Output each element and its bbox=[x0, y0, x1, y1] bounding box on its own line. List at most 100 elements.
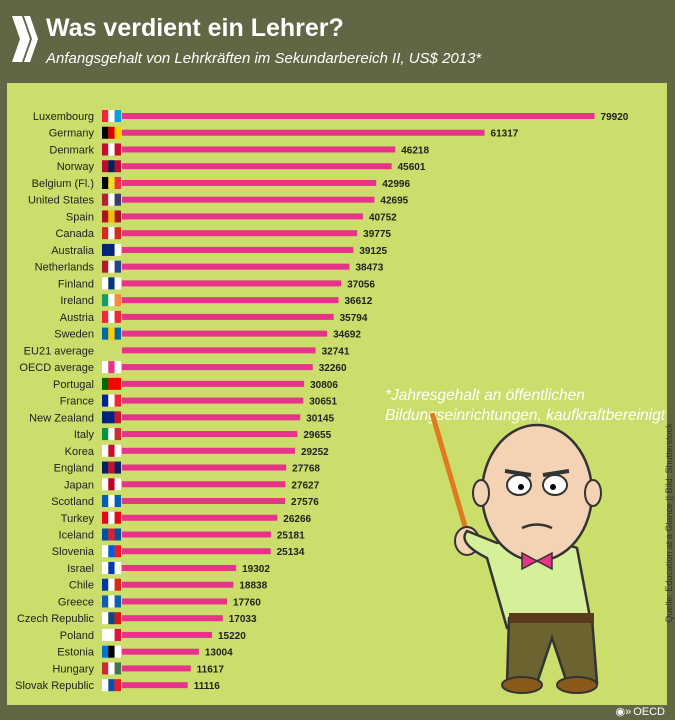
category-label: OECD average bbox=[19, 362, 94, 374]
flag-icon-stripe bbox=[108, 176, 115, 189]
source-note: Quelle: Education at a Glance || Bild: S… bbox=[664, 423, 674, 623]
flag-icon-stripe bbox=[114, 394, 121, 407]
flag-icon-stripe bbox=[108, 110, 115, 122]
flag-icon-stripe bbox=[108, 578, 115, 591]
flag-icon-stripe bbox=[114, 679, 121, 692]
category-label: Luxembourg bbox=[33, 111, 94, 123]
value-label: 30806 bbox=[310, 380, 338, 391]
flag-icon-stripe bbox=[102, 595, 109, 608]
category-label: Korea bbox=[65, 446, 95, 458]
bar bbox=[122, 648, 199, 655]
bar bbox=[122, 380, 305, 387]
bar bbox=[122, 230, 358, 237]
value-label: 25181 bbox=[277, 531, 305, 542]
value-label: 25134 bbox=[277, 547, 305, 558]
value-label: 27627 bbox=[291, 480, 319, 491]
value-label: 42695 bbox=[380, 196, 408, 207]
flag-icon-stripe bbox=[102, 361, 109, 374]
flag-icon-stripe bbox=[102, 110, 109, 122]
bar bbox=[122, 364, 313, 371]
value-label: 32741 bbox=[322, 346, 350, 357]
flag-icon-stripe bbox=[108, 294, 115, 307]
flag-icon-stripe bbox=[114, 428, 121, 441]
value-label: 29252 bbox=[301, 447, 329, 458]
category-label: Chile bbox=[69, 580, 94, 592]
category-label: Slovak Republic bbox=[15, 680, 94, 692]
flag-icon-stripe bbox=[114, 277, 121, 290]
category-label: United States bbox=[28, 195, 95, 207]
bar bbox=[122, 397, 304, 404]
flag-icon-stripe bbox=[114, 662, 121, 675]
flag-icon-stripe bbox=[102, 327, 109, 340]
value-label: 13004 bbox=[205, 648, 233, 659]
flag-icon-stripe bbox=[108, 227, 115, 240]
flag-icon-stripe bbox=[108, 260, 115, 273]
oecd-chevrons-icon bbox=[12, 16, 38, 62]
flag-icon-stripe bbox=[114, 411, 121, 424]
bar bbox=[122, 414, 301, 421]
bar bbox=[122, 347, 316, 354]
flag-icon-stripe bbox=[102, 428, 109, 441]
flag-icon-stripe bbox=[114, 595, 121, 608]
category-label: Japan bbox=[64, 479, 94, 491]
category-label: New Zealand bbox=[29, 412, 94, 424]
value-label: 17033 bbox=[229, 614, 257, 625]
flag-icon-stripe bbox=[108, 327, 115, 340]
flag-icon-stripe bbox=[114, 461, 121, 474]
flag-icon-stripe bbox=[108, 210, 115, 223]
category-label: France bbox=[60, 396, 94, 408]
category-label: Italy bbox=[74, 429, 95, 441]
bar bbox=[122, 514, 278, 521]
flag-icon-stripe bbox=[114, 310, 121, 323]
bar bbox=[122, 431, 298, 438]
flag-icon-stripe bbox=[108, 310, 115, 323]
flag-icon-stripe bbox=[108, 561, 115, 574]
value-label: 11617 bbox=[197, 664, 225, 675]
flag-icon-stripe bbox=[102, 495, 109, 508]
flag-icon-stripe bbox=[102, 294, 109, 307]
flag-icon-stripe bbox=[102, 461, 109, 474]
value-label: 34692 bbox=[333, 330, 361, 341]
category-label: EU21 average bbox=[24, 345, 94, 357]
flag-icon-stripe bbox=[102, 444, 109, 457]
bar bbox=[122, 179, 377, 186]
category-label: Denmark bbox=[49, 144, 94, 156]
value-label: 11116 bbox=[194, 681, 221, 692]
flag-icon-stripe bbox=[108, 277, 115, 290]
flag-icon-stripe bbox=[102, 277, 109, 290]
flag-icon-stripe bbox=[102, 310, 109, 323]
category-label: Sweden bbox=[54, 329, 94, 341]
flag-icon-stripe bbox=[102, 561, 109, 574]
flag-icon-stripe bbox=[102, 143, 109, 156]
category-label: Netherlands bbox=[35, 262, 95, 274]
category-label: Poland bbox=[60, 630, 94, 642]
category-label: Israel bbox=[67, 563, 94, 575]
flag-icon-stripe bbox=[108, 361, 115, 374]
value-label: 36612 bbox=[344, 296, 372, 307]
flag-icon-stripe bbox=[108, 478, 115, 491]
flag-icon-stripe bbox=[114, 377, 121, 390]
flag-icon-stripe bbox=[102, 628, 109, 641]
flag-icon-stripe bbox=[114, 176, 121, 189]
bar bbox=[122, 213, 363, 220]
flag-icon-stripe bbox=[114, 361, 121, 374]
flag-icon-stripe bbox=[108, 595, 115, 608]
category-label: Greece bbox=[58, 596, 94, 608]
flag-icon-stripe bbox=[108, 528, 115, 541]
globe-icon: ◉» bbox=[615, 706, 632, 718]
flag-icon-stripe bbox=[108, 645, 115, 658]
value-label: 40752 bbox=[369, 212, 397, 223]
value-label: 79920 bbox=[601, 112, 629, 123]
bar-chart: Luxembourg 79920 Germany 61317 Denmark 46218 N… bbox=[15, 110, 629, 692]
category-label: Turkey bbox=[61, 513, 95, 525]
bar bbox=[122, 330, 328, 337]
flag-icon-stripe bbox=[108, 160, 115, 173]
value-label: 19302 bbox=[242, 564, 270, 575]
value-label: 30651 bbox=[309, 397, 337, 408]
category-label: Belgium (Fl.) bbox=[32, 178, 94, 190]
value-label: 26266 bbox=[283, 514, 311, 525]
flag-icon-stripe bbox=[102, 243, 109, 256]
flag-icon-stripe bbox=[102, 528, 109, 541]
bar bbox=[122, 631, 212, 638]
flag-icon-stripe bbox=[108, 377, 115, 390]
